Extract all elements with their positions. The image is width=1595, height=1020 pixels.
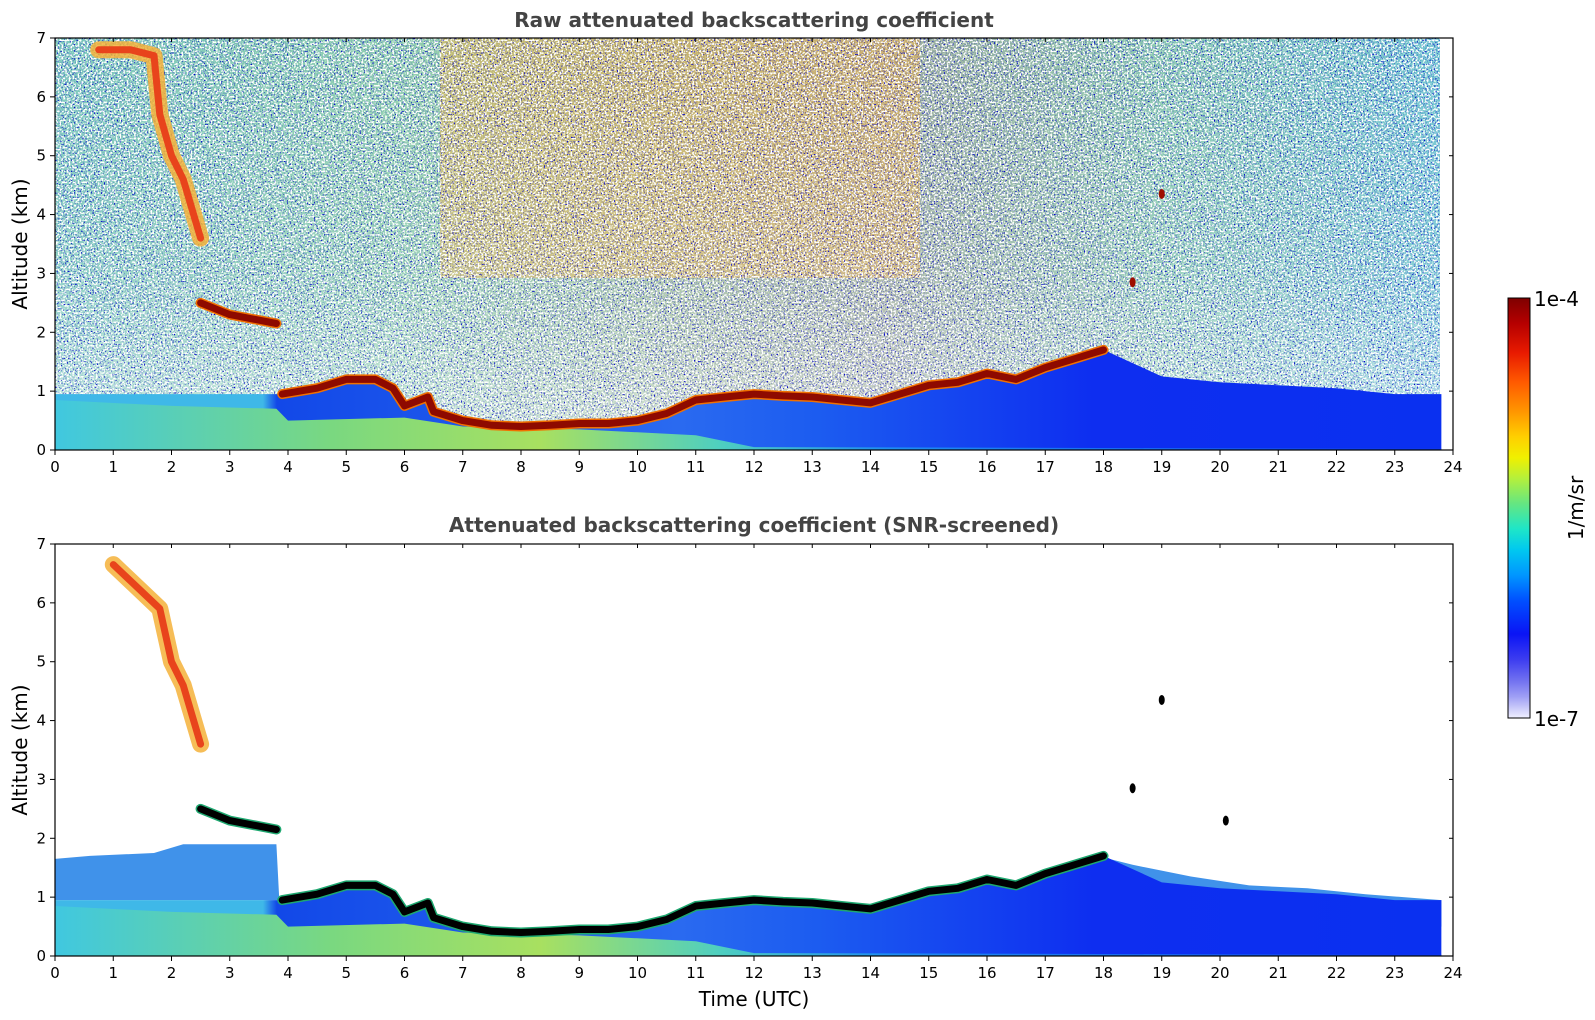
- bottom-x-tick-label: 8: [516, 964, 526, 982]
- bottom-x-tick-label: 15: [919, 964, 938, 982]
- top-x-tick-label: 7: [458, 458, 468, 476]
- top-near-surface-layer: [55, 400, 1442, 450]
- top-isolated-cloud-point: [1129, 277, 1136, 288]
- bottom-heatmap: [55, 544, 1453, 956]
- top-y-tick-label: 6: [36, 88, 46, 106]
- top-x-tick-label: 3: [225, 458, 235, 476]
- bottom-x-tick-label: 6: [400, 964, 410, 982]
- bottom-x-tick-label: 2: [167, 964, 177, 982]
- bottom-panel-title: Attenuated backscattering coefficient (S…: [449, 513, 1059, 537]
- colorbar-max-label: 1e-4: [1534, 287, 1579, 311]
- top-x-tick-label: 1: [108, 458, 118, 476]
- top-x-tick-label: 16: [977, 458, 996, 476]
- bottom-x-tick-label: 18: [1094, 964, 1113, 982]
- bottom-y-tick-label: 1: [36, 888, 46, 906]
- colorbar-min-label: 1e-7: [1534, 707, 1579, 731]
- top-y-tick-label: 2: [36, 323, 46, 341]
- top-y-tick-label: 1: [36, 382, 46, 400]
- top-x-tick-label: 24: [1443, 458, 1462, 476]
- bottom-near-surface-layer: [55, 906, 1442, 956]
- top-boundary-layer-top-line: [278, 346, 1107, 430]
- top-mid-level-layer-line: [197, 299, 280, 327]
- bottom-cirrus-line: [109, 561, 205, 748]
- bottom-y-tick-label: 5: [36, 653, 46, 671]
- bottom-y-tick-label: 2: [36, 829, 46, 847]
- top-x-tick-label: 4: [283, 458, 293, 476]
- top-cloud-layers: [90, 41, 1165, 432]
- top-x-tick-label: 8: [516, 458, 526, 476]
- top-x-tick-label: 19: [1152, 458, 1171, 476]
- bottom-y-tick-label: 6: [36, 594, 46, 612]
- bottom-x-tick-label: 13: [803, 964, 822, 982]
- top-heatmap: [55, 38, 1453, 450]
- top-x-tick-label: 18: [1094, 458, 1113, 476]
- top-isolated-cloud-point: [1158, 188, 1165, 199]
- bottom-x-tick-label: 11: [686, 964, 705, 982]
- bottom-y-ticks: 0 1 2 3 4 5 6 7: [36, 535, 1453, 965]
- bottom-y-tick-label: 4: [36, 712, 46, 730]
- bottom-boundary-layer-top-line: [278, 852, 1107, 936]
- bottom-x-tick-label: 19: [1152, 964, 1171, 982]
- top-x-tick-label: 20: [1210, 458, 1229, 476]
- bottom-x-tick-label: 7: [458, 964, 468, 982]
- top-y-tick-label: 7: [36, 29, 46, 47]
- top-x-tick-label: 15: [919, 458, 938, 476]
- bottom-y-axis-label: Altitude (km): [8, 684, 32, 815]
- bottom-x-ticks: 0 1 2 3 4 5 6 7 8 9 10 11 12 13 14 15 16 17 18 19 20 21 22 23 24: [50, 544, 1463, 982]
- top-x-ticks: 0 1 2 3 4 5 6 7 8 9 10 11 12 13 14 15 16 17 18 19 20 21 22 23 24: [50, 38, 1463, 476]
- top-y-tick-label: 4: [36, 206, 46, 224]
- bottom-y-tick-label: 0: [36, 947, 46, 965]
- top-x-tick-label: 9: [574, 458, 584, 476]
- bottom-x-tick-label: 14: [861, 964, 880, 982]
- bottom-y-tick-label: 3: [36, 770, 46, 788]
- top-x-tick-label: 13: [803, 458, 822, 476]
- top-y-axis-label: Altitude (km): [8, 178, 32, 309]
- top-y-tick-label: 3: [36, 264, 46, 282]
- top-x-tick-label: 23: [1385, 458, 1404, 476]
- colorbar-scale: [1507, 297, 1531, 719]
- top-x-tick-label: 6: [400, 458, 410, 476]
- top-x-tick-label: 22: [1327, 458, 1346, 476]
- top-x-tick-label: 14: [861, 458, 880, 476]
- bottom-x-tick-label: 12: [744, 964, 763, 982]
- bottom-x-tick-label: 24: [1443, 964, 1462, 982]
- colorbar-unit-label: 1/m/sr: [1564, 475, 1588, 540]
- bottom-x-tick-label: 23: [1385, 964, 1404, 982]
- top-x-tick-label: 17: [1036, 458, 1055, 476]
- bottom-x-tick-label: 1: [108, 964, 118, 982]
- top-cirrus-line: [95, 46, 205, 242]
- bottom-isolated-cloud-point: [1158, 694, 1165, 705]
- bottom-isolated-cloud-point: [1222, 815, 1229, 826]
- bottom-cloud-layers: [104, 556, 1229, 938]
- top-y-tick-label: 0: [36, 441, 46, 459]
- top-x-tick-label: 12: [744, 458, 763, 476]
- bottom-x-tick-label: 22: [1327, 964, 1346, 982]
- bottom-x-tick-label: 0: [50, 964, 60, 982]
- top-x-tick-label: 2: [167, 458, 177, 476]
- colorbar: 1e-4 1e-7 1/m/sr: [1507, 287, 1588, 731]
- bottom-x-tick-label: 20: [1210, 964, 1229, 982]
- bottom-x-tick-label: 3: [225, 964, 235, 982]
- bottom-y-tick-label: 7: [36, 535, 46, 553]
- top-panel-title: Raw attenuated backscattering coefficien…: [514, 8, 994, 32]
- top-x-tick-label: 11: [686, 458, 705, 476]
- bottom-x-tick-label: 21: [1269, 964, 1288, 982]
- bottom-x-tick-label: 17: [1036, 964, 1055, 982]
- top-x-tick-label: 5: [341, 458, 351, 476]
- bottom-x-tick-label: 9: [574, 964, 584, 982]
- bottom-x-tick-label: 4: [283, 964, 293, 982]
- bottom-x-tick-label: 10: [628, 964, 647, 982]
- bottom-isolated-cloud-point: [1129, 783, 1136, 794]
- top-x-tick-label: 0: [50, 458, 60, 476]
- x-axis-label: Time (UTC): [698, 987, 810, 1011]
- bottom-mid-level-layer-line: [197, 805, 280, 833]
- top-y-ticks: 0 1 2 3 4 5 6 7: [36, 29, 1453, 459]
- bottom-x-tick-label: 16: [977, 964, 996, 982]
- top-y-tick-label: 5: [36, 147, 46, 165]
- top-x-tick-label: 21: [1269, 458, 1288, 476]
- top-x-tick-label: 10: [628, 458, 647, 476]
- bottom-x-tick-label: 5: [341, 964, 351, 982]
